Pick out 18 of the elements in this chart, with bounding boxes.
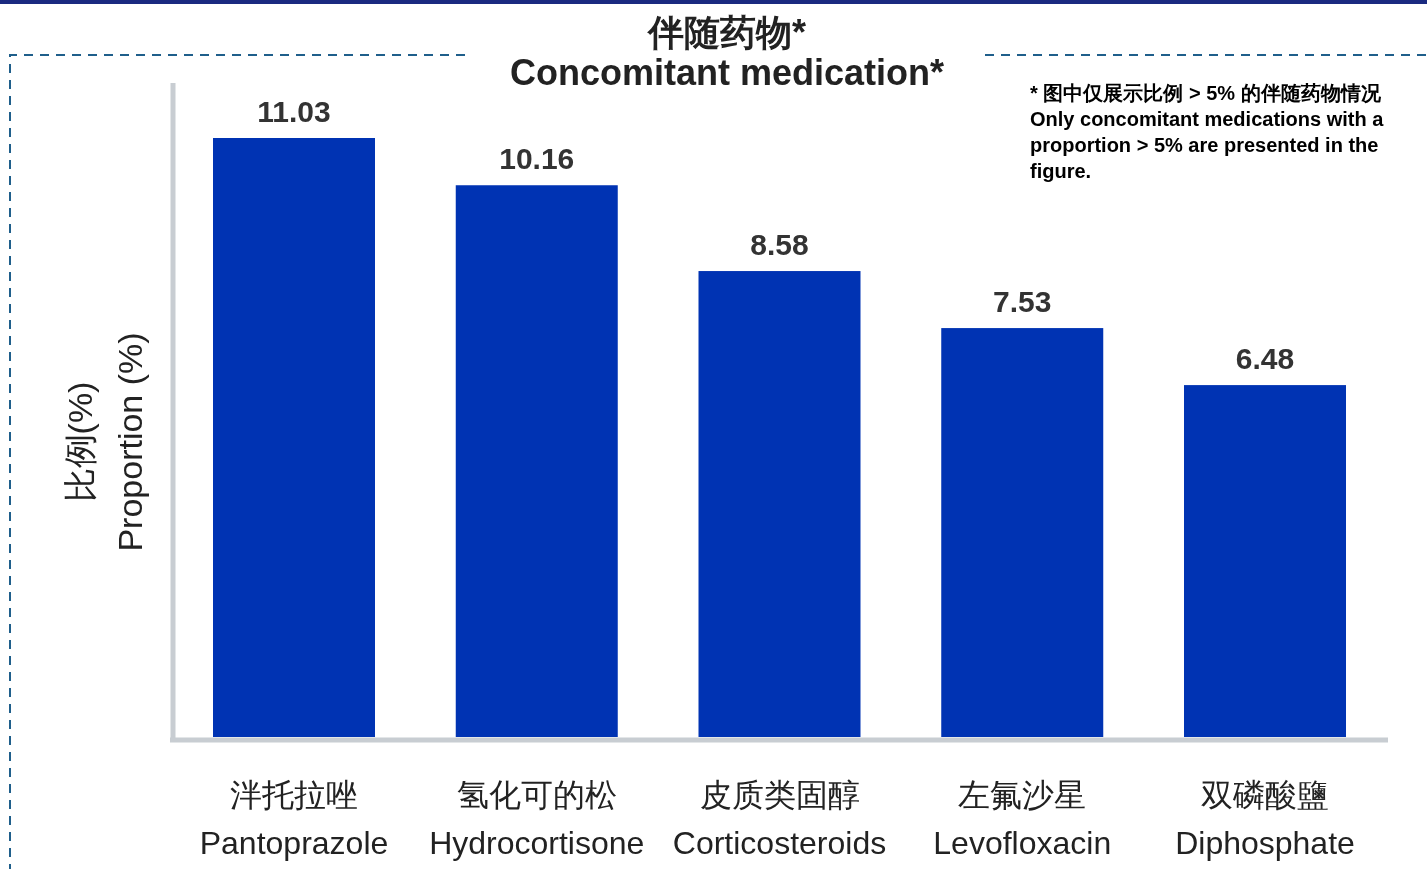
data-label: 10.16 — [499, 142, 575, 176]
x-tick-label: 双磷酸鹽 Diphosphate — [1175, 777, 1355, 861]
x-tick-label: 左氟沙星 Levofloxacin — [933, 777, 1112, 861]
annotation: * 图中仅展示比例 > 5% 的伴随药物情况 Only concomitant medications with a proportion > 5% are presented in the figure. — [1030, 82, 1385, 182]
data-label: 8.58 — [750, 228, 809, 262]
x-tick-label: 泮托拉唑 Pantoprazole — [199, 777, 389, 861]
bar — [698, 271, 861, 737]
data-label: 7.53 — [993, 285, 1052, 319]
chart-title: 伴随药物* Concomitant medication* — [509, 12, 945, 93]
x-tick-label: 氢化可的松 Hydrocortisone — [429, 777, 645, 861]
data-label: 6.48 — [1235, 342, 1295, 376]
bar — [213, 138, 375, 737]
y-axis-title: 比例(%) Proportion (%) — [61, 332, 149, 552]
bar — [1184, 385, 1346, 737]
bar — [941, 328, 1104, 737]
bar — [455, 185, 618, 737]
x-tick-label: 皮质类固醇 Corticosteroids — [672, 777, 887, 861]
data-label: 11.03 — [257, 95, 331, 128]
